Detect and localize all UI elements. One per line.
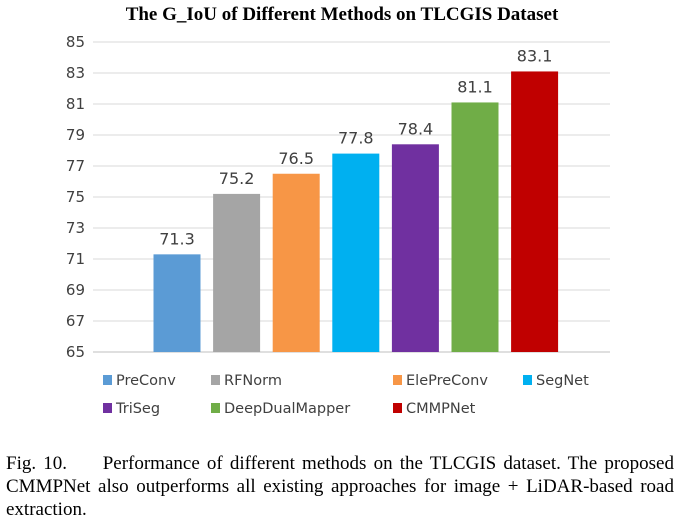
y-tick-label: 77 (66, 157, 85, 175)
y-tick-label: 83 (66, 64, 85, 82)
y-tick-label: 75 (66, 188, 85, 206)
data-label: 76.5 (278, 149, 314, 168)
data-label: 83.1 (517, 46, 553, 65)
bar-preconv (153, 254, 201, 352)
y-tick-label: 67 (66, 312, 85, 330)
legend-swatch (211, 403, 220, 413)
legend-swatch (211, 375, 220, 385)
caption-text: Performance of different methods on the … (6, 453, 674, 520)
data-label: 78.4 (398, 119, 434, 138)
legend-label: ElePreConv (406, 373, 488, 389)
bars (153, 71, 559, 352)
data-labels: 71.3 75.2 76.5 77.8 78.4 81.1 83.1 (159, 46, 552, 248)
legend-swatch (523, 375, 532, 385)
y-tick-label: 69 (66, 281, 85, 299)
data-label: 81.1 (457, 77, 493, 96)
bar-cmmpnet (511, 71, 559, 352)
legend-label: RFNorm (224, 373, 282, 389)
y-tick-label: 81 (66, 95, 85, 113)
y-tick-label: 71 (66, 250, 85, 268)
legend-swatch (393, 375, 402, 385)
bar-deepdualmapper (451, 102, 499, 352)
chart-title: The G_IoU of Different Methods on TLCGIS… (126, 4, 559, 25)
legend-swatch (393, 403, 402, 413)
data-label: 75.2 (219, 169, 255, 188)
bar-chart: The G_IoU of Different Methods on TLCGIS… (66, 4, 610, 417)
y-tick-label: 73 (66, 219, 85, 237)
bar-rfnorm (213, 193, 261, 352)
legend-label: SegNet (536, 373, 589, 389)
figure-caption: Fig. 10. Performance of different method… (6, 452, 674, 521)
legend-label: PreConv (116, 373, 176, 389)
legend: PreConv RFNorm ElePreConv SegNet TriSeg DeepD… (103, 373, 589, 417)
data-label: 77.8 (338, 129, 374, 148)
legend-label: DeepDualMapper (224, 401, 350, 417)
y-axis-ticks: 65 67 69 71 73 75 77 79 81 83 85 (66, 33, 85, 361)
legend-label: TriSeg (115, 401, 160, 417)
legend-swatch (103, 403, 112, 413)
legend-swatch (103, 375, 112, 385)
bar-segnet (332, 153, 380, 352)
bar-elepreconv (272, 173, 320, 352)
data-label: 71.3 (159, 229, 195, 248)
bar-triseg (391, 144, 439, 352)
caption-label: Fig. 10. (6, 453, 67, 474)
y-tick-label: 79 (66, 126, 85, 144)
legend-label: CMMPNet (406, 401, 476, 417)
y-tick-label: 85 (66, 33, 85, 51)
y-tick-label: 65 (66, 343, 85, 361)
